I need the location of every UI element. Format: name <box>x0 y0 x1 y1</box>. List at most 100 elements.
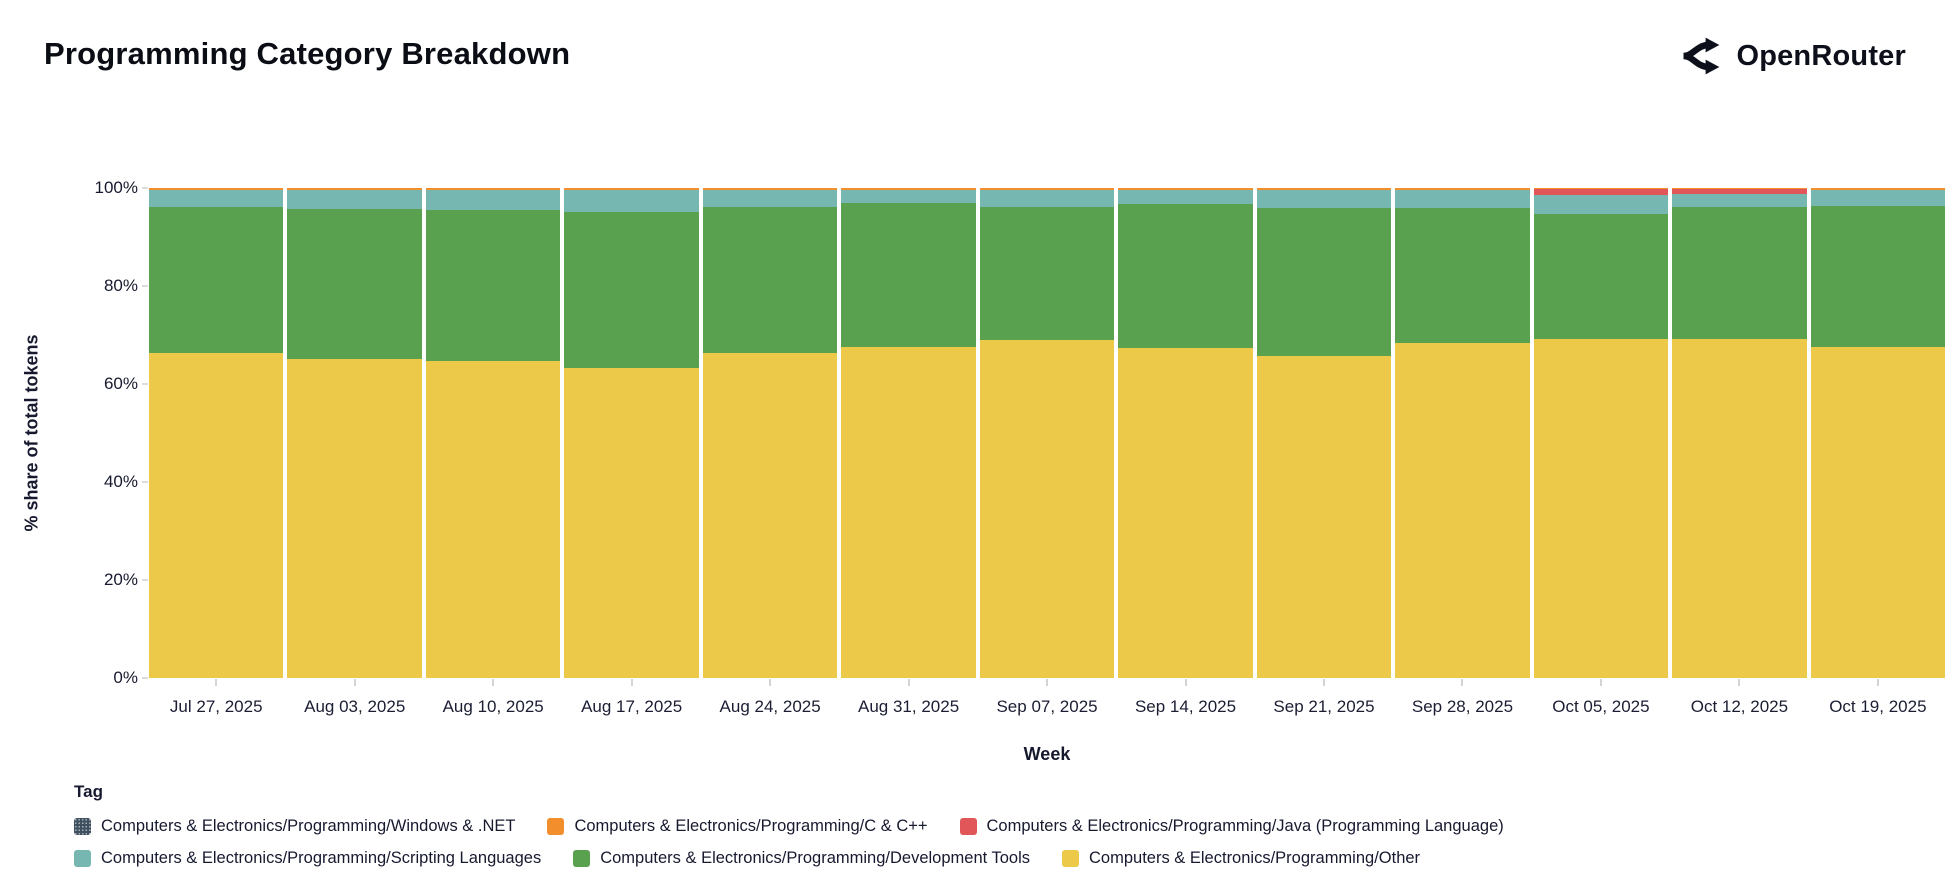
bar-segment-other[interactable] <box>425 360 561 678</box>
x-axis-labels: Jul 27, 2025 Aug 03, 2025 Aug 10, 2025 Aug … <box>149 697 1945 717</box>
bar-segment-c-cpp[interactable] <box>1533 188 1669 190</box>
bar-segment-other[interactable] <box>979 339 1115 678</box>
x-tick-label: Aug 31, 2025 <box>858 697 960 716</box>
bar-segment-c-cpp[interactable] <box>841 188 976 190</box>
legend-swatch-windows-dotnet <box>74 818 91 835</box>
bar-segment-other[interactable] <box>1810 347 1946 678</box>
bar-segment-development-tools[interactable] <box>1395 208 1530 343</box>
stacked-bar <box>149 188 284 678</box>
y-tick-label: 80% <box>103 276 138 295</box>
bar-segment-other[interactable] <box>149 353 284 678</box>
x-tick-label: Oct 05, 2025 <box>1552 697 1650 716</box>
x-tick-label: Sep 07, 2025 <box>996 697 1098 716</box>
bar-segment-other[interactable] <box>1256 356 1392 678</box>
stacked-bar <box>1810 188 1946 678</box>
bar-segment-scripting-languages[interactable] <box>425 190 561 211</box>
bar-segment-scripting-languages[interactable] <box>1256 190 1392 208</box>
bar-segment-scripting-languages[interactable] <box>287 190 422 210</box>
bar-segment-other[interactable] <box>1118 348 1253 678</box>
legend-item-c-cpp[interactable]: Computers & Electronics/Programming/C & … <box>547 817 928 836</box>
legend-row: Computers & Electronics/Programming/Wind… <box>74 817 1504 836</box>
stacked-bar <box>1533 188 1669 678</box>
legend-swatch-java <box>959 818 977 835</box>
bar-segment-development-tools[interactable] <box>841 202 976 347</box>
bar-segment-c-cpp[interactable] <box>702 188 838 190</box>
bar-segment-java[interactable] <box>1672 189 1807 195</box>
plot-area <box>149 188 1946 678</box>
bar-segment-other[interactable] <box>841 346 976 678</box>
x-tick-mark <box>841 679 975 686</box>
y-tick-mark <box>142 187 148 189</box>
legend-row: Computers & Electronics/Programming/Scri… <box>74 849 1504 868</box>
bar-segment-c-cpp[interactable] <box>425 188 561 190</box>
bar-segment-scripting-languages[interactable] <box>1118 190 1253 205</box>
stacked-bar <box>1118 188 1253 678</box>
x-tick-label: Aug 03, 2025 <box>304 697 406 716</box>
legend-label: Computers & Electronics/Programming/Othe… <box>1089 849 1421 867</box>
bar-segment-c-cpp[interactable] <box>1118 188 1253 190</box>
x-tick-mark <box>1257 679 1391 686</box>
bar-segment-development-tools[interactable] <box>1118 204 1253 349</box>
bar-segment-scripting-languages[interactable] <box>841 190 976 203</box>
bar-segment-other[interactable] <box>287 359 422 678</box>
bar-segment-development-tools[interactable] <box>564 211 699 369</box>
y-tick-label: 60% <box>103 374 138 393</box>
bar-segment-scripting-languages[interactable] <box>1672 194 1807 207</box>
y-tick-label: 100% <box>94 178 138 197</box>
legend-item-development-tools[interactable]: Computers & Electronics/Programming/Deve… <box>573 849 1030 868</box>
x-tick-label: Oct 12, 2025 <box>1690 697 1789 716</box>
bar-segment-development-tools[interactable] <box>287 209 422 360</box>
legend-item-java[interactable]: Computers & Electronics/Programming/Java… <box>959 817 1504 836</box>
bar-segment-scripting-languages[interactable] <box>1533 194 1669 215</box>
y-tick-mark <box>142 677 148 679</box>
y-tick-label: 20% <box>103 570 138 589</box>
legend-item-other[interactable]: Computers & Electronics/Programming/Othe… <box>1062 849 1420 868</box>
bar-segment-c-cpp[interactable] <box>979 188 1115 190</box>
bar-segment-other[interactable] <box>564 368 699 678</box>
x-axis-ticks <box>149 679 1945 686</box>
x-tick-mark <box>1811 679 1945 686</box>
bar-segment-c-cpp[interactable] <box>1256 188 1392 190</box>
stacked-bar <box>564 188 699 678</box>
legend-item-scripting-languages[interactable]: Computers & Electronics/Programming/Scri… <box>74 849 541 868</box>
bar-segment-c-cpp[interactable] <box>149 188 284 190</box>
x-tick-label: Aug 17, 2025 <box>581 697 683 716</box>
bar-segment-other[interactable] <box>1395 342 1530 678</box>
stacked-bar <box>979 188 1115 678</box>
x-tick-mark <box>1118 679 1252 686</box>
bar-segment-development-tools[interactable] <box>1810 205 1946 348</box>
legend-label: Computers & Electronics/Programming/Wind… <box>101 817 516 835</box>
bar-segment-development-tools[interactable] <box>425 210 561 361</box>
stacked-bar <box>1395 188 1530 678</box>
bar-segment-other[interactable] <box>1533 338 1669 678</box>
bar-segment-other[interactable] <box>1672 338 1807 678</box>
bar-segment-development-tools[interactable] <box>149 207 284 354</box>
bar-segment-c-cpp[interactable] <box>1672 188 1807 190</box>
x-tick-mark <box>426 679 560 686</box>
stacked-bar <box>1672 188 1807 678</box>
bar-segment-scripting-languages[interactable] <box>979 190 1115 207</box>
legend-label: Computers & Electronics/Programming/C & … <box>574 817 928 835</box>
bar-segment-development-tools[interactable] <box>1672 206 1807 339</box>
bar-segment-development-tools[interactable] <box>1256 207 1392 357</box>
bar-segment-c-cpp[interactable] <box>1810 188 1946 190</box>
bar-segment-c-cpp[interactable] <box>1395 188 1530 190</box>
bar-segment-scripting-languages[interactable] <box>149 190 284 208</box>
legend-item-windows-dotnet[interactable]: Computers & Electronics/Programming/Wind… <box>74 817 515 836</box>
legend-swatch-development-tools <box>573 850 591 867</box>
bar-segment-scripting-languages[interactable] <box>1810 190 1946 206</box>
bar-segment-c-cpp[interactable] <box>287 188 422 190</box>
x-tick-mark <box>287 679 421 686</box>
bar-segment-scripting-languages[interactable] <box>564 190 699 212</box>
bar-segment-development-tools[interactable] <box>702 206 838 353</box>
bar-segment-development-tools[interactable] <box>1533 214 1669 339</box>
bar-segment-development-tools[interactable] <box>979 206 1115 340</box>
bar-segment-other[interactable] <box>702 352 838 678</box>
bar-segment-java[interactable] <box>1533 189 1669 195</box>
x-tick-label: Sep 14, 2025 <box>1134 697 1237 716</box>
x-tick-label: Oct 19, 2025 <box>1829 697 1927 716</box>
bar-segment-scripting-languages[interactable] <box>702 190 838 207</box>
bar-segment-c-cpp[interactable] <box>564 188 699 190</box>
x-tick-mark <box>149 679 283 686</box>
bar-segment-scripting-languages[interactable] <box>1395 190 1530 209</box>
